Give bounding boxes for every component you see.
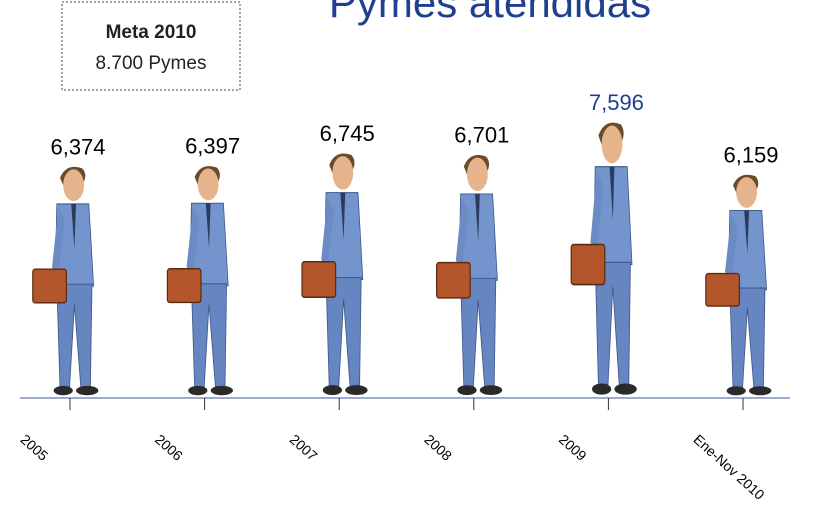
x-tick-label: 2005 (18, 431, 52, 464)
value-label: 6,397 (185, 134, 240, 159)
head (736, 177, 757, 208)
shoe (614, 383, 637, 395)
head (197, 168, 219, 201)
x-tick-label: 2006 (152, 431, 186, 464)
shoe (457, 385, 477, 396)
tie (340, 192, 346, 241)
x-tick-label: 2009 (556, 431, 590, 464)
arm (590, 171, 604, 252)
value-label: 6,159 (723, 142, 778, 167)
tie (744, 210, 749, 254)
x-tick-label: 2007 (287, 431, 321, 464)
figure (435, 155, 503, 396)
shoe (322, 385, 342, 396)
head (332, 156, 354, 190)
figure (166, 166, 233, 396)
shoe (76, 385, 99, 396)
shoe (188, 385, 208, 396)
shoe (53, 385, 73, 396)
goal-text: 8.700 Pymes (96, 53, 207, 74)
figure (705, 174, 772, 396)
shoe (345, 385, 368, 396)
chart-title: Pymes atendidas (329, 0, 651, 26)
head (63, 169, 84, 202)
x-tick-label: Ene-Nov 2010 (691, 431, 768, 503)
arm (52, 207, 65, 275)
value-label: 6,701 (454, 123, 509, 148)
briefcase (705, 272, 741, 307)
value-label: 6,374 (50, 135, 105, 160)
arm (321, 196, 334, 268)
value-label: 7,596 (589, 90, 644, 115)
briefcase (570, 243, 606, 286)
shoe (726, 386, 746, 396)
goal-box (61, 1, 241, 91)
briefcase (301, 260, 337, 299)
figure (301, 153, 368, 396)
value-label: 6,745 (320, 121, 375, 146)
figure (570, 122, 637, 395)
head (467, 157, 488, 192)
arm (186, 206, 200, 275)
shoe (479, 385, 503, 396)
briefcase (435, 261, 471, 299)
shoe (210, 385, 233, 396)
arm (725, 214, 738, 279)
figure (32, 166, 99, 396)
x-tick-label: 2008 (421, 431, 455, 464)
head (601, 125, 623, 164)
tie (475, 193, 480, 242)
briefcase (166, 268, 202, 304)
shoe (592, 383, 612, 395)
shoe (749, 386, 772, 396)
arm (455, 197, 469, 269)
briefcase (32, 268, 68, 304)
goal-title: Meta 2010 (106, 22, 197, 43)
tie (609, 166, 615, 221)
